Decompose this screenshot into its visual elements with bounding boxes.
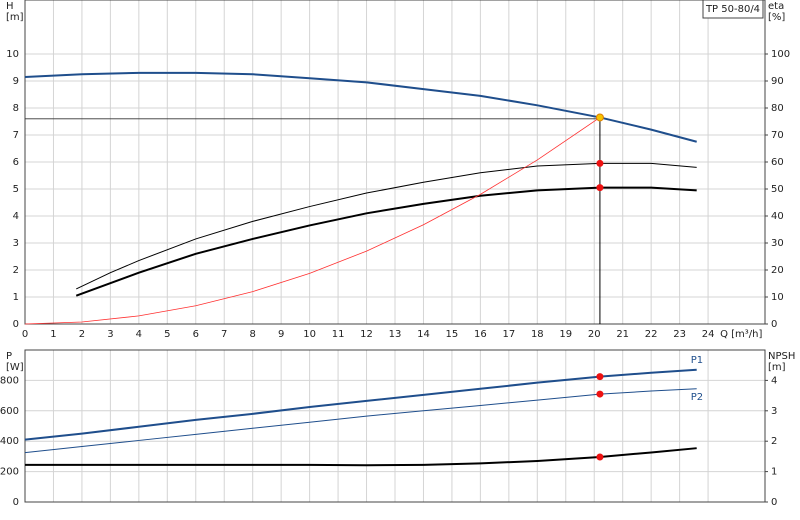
y2-tick-label: 0 bbox=[771, 497, 777, 508]
y-tick-label: 600 bbox=[0, 406, 19, 417]
x-tick-label: 13 bbox=[389, 329, 402, 340]
x-tick-label: 11 bbox=[332, 329, 345, 340]
x-tick-label: 23 bbox=[673, 329, 686, 340]
y-tick-label: 7 bbox=[13, 130, 19, 141]
plot-frame bbox=[24, 0, 766, 325]
y2-tick-label: 100 bbox=[771, 49, 790, 60]
x-tick-label: 0 bbox=[22, 329, 28, 340]
x-tick-label: 8 bbox=[250, 329, 256, 340]
y-tick-label: 5 bbox=[13, 184, 19, 195]
y-axis-unit: [W] bbox=[6, 362, 24, 373]
x-tick-label: 14 bbox=[417, 329, 430, 340]
y-tick-label: 4 bbox=[13, 211, 19, 222]
y2-axis-unit: [m] bbox=[768, 362, 786, 373]
operating-point bbox=[595, 113, 604, 122]
title-box bbox=[702, 0, 764, 19]
curve bbox=[75, 186, 697, 297]
x-tick-label: 5 bbox=[164, 329, 170, 340]
x-tick-label: 12 bbox=[360, 329, 373, 340]
y2-tick-label: 90 bbox=[771, 76, 784, 87]
x-tick-label: 22 bbox=[645, 329, 658, 340]
y-tick-label: 200 bbox=[0, 467, 19, 478]
chart-title: TP 50-80/4 bbox=[705, 4, 760, 15]
y2-axis-label: NPSH bbox=[768, 351, 795, 362]
x-tick-label: 4 bbox=[136, 329, 142, 340]
y2-axis-label: eta bbox=[768, 1, 784, 12]
y2-tick-label: 1 bbox=[771, 467, 777, 478]
y2-tick-label: 40 bbox=[771, 211, 784, 222]
x-tick-label: 7 bbox=[221, 329, 227, 340]
y-tick-label: 10 bbox=[6, 49, 19, 60]
y-axis-unit: [m] bbox=[6, 12, 24, 23]
y2-tick-label: 70 bbox=[771, 130, 784, 141]
y2-tick-label: 30 bbox=[771, 238, 784, 249]
operating-point bbox=[596, 390, 604, 398]
operating-point bbox=[596, 373, 604, 381]
y2-tick-label: 80 bbox=[771, 103, 784, 114]
curve bbox=[24, 71, 697, 143]
x-tick-label: 17 bbox=[502, 329, 515, 340]
y-tick-label: 3 bbox=[13, 238, 19, 249]
y-axis-label: P bbox=[6, 351, 12, 362]
y2-tick-label: 0 bbox=[771, 319, 777, 330]
y-tick-label: 0 bbox=[13, 319, 19, 330]
y-tick-label: 400 bbox=[0, 436, 19, 447]
y2-axis-unit: [%] bbox=[768, 12, 785, 23]
y2-tick-label: 50 bbox=[771, 184, 784, 195]
y2-tick-label: 4 bbox=[771, 375, 777, 386]
x-tick-label: 19 bbox=[559, 329, 572, 340]
x-tick-label: 9 bbox=[278, 329, 284, 340]
y-tick-label: 8 bbox=[13, 103, 19, 114]
series-label: P2 bbox=[691, 392, 703, 403]
y-tick-label: 1 bbox=[13, 292, 19, 303]
x-tick-label: 18 bbox=[531, 329, 544, 340]
x-tick-label: 1 bbox=[50, 329, 56, 340]
x-tick-label: 21 bbox=[616, 329, 629, 340]
y2-tick-label: 2 bbox=[771, 436, 777, 447]
y2-tick-label: 60 bbox=[771, 157, 784, 168]
y-tick-label: 2 bbox=[13, 265, 19, 276]
y-tick-label: 6 bbox=[13, 157, 19, 168]
y2-tick-label: 10 bbox=[771, 292, 784, 303]
x-tick-label: 2 bbox=[79, 329, 85, 340]
y-tick-label: 800 bbox=[0, 375, 19, 386]
curve bbox=[24, 388, 697, 454]
operating-point bbox=[596, 159, 604, 167]
curve bbox=[25, 447, 697, 467]
x-axis-label: Q [m³/h] bbox=[720, 329, 762, 340]
y-axis-label: H bbox=[6, 1, 14, 12]
operating-point bbox=[596, 453, 604, 461]
y2-tick-label: 3 bbox=[771, 406, 777, 417]
operating-point bbox=[596, 184, 604, 192]
y-tick-label: 9 bbox=[13, 76, 19, 87]
y-tick-label: 0 bbox=[13, 497, 19, 508]
curve bbox=[24, 117, 601, 325]
x-tick-label: 3 bbox=[107, 329, 113, 340]
x-tick-label: 10 bbox=[303, 329, 316, 340]
x-tick-label: 16 bbox=[474, 329, 487, 340]
x-tick-label: 15 bbox=[446, 329, 459, 340]
y2-tick-label: 20 bbox=[771, 265, 784, 276]
series-label: P1 bbox=[691, 355, 703, 366]
x-tick-label: 6 bbox=[193, 329, 199, 340]
x-tick-label: 24 bbox=[702, 329, 715, 340]
plot-frame bbox=[24, 349, 766, 503]
x-tick-label: 20 bbox=[588, 329, 601, 340]
